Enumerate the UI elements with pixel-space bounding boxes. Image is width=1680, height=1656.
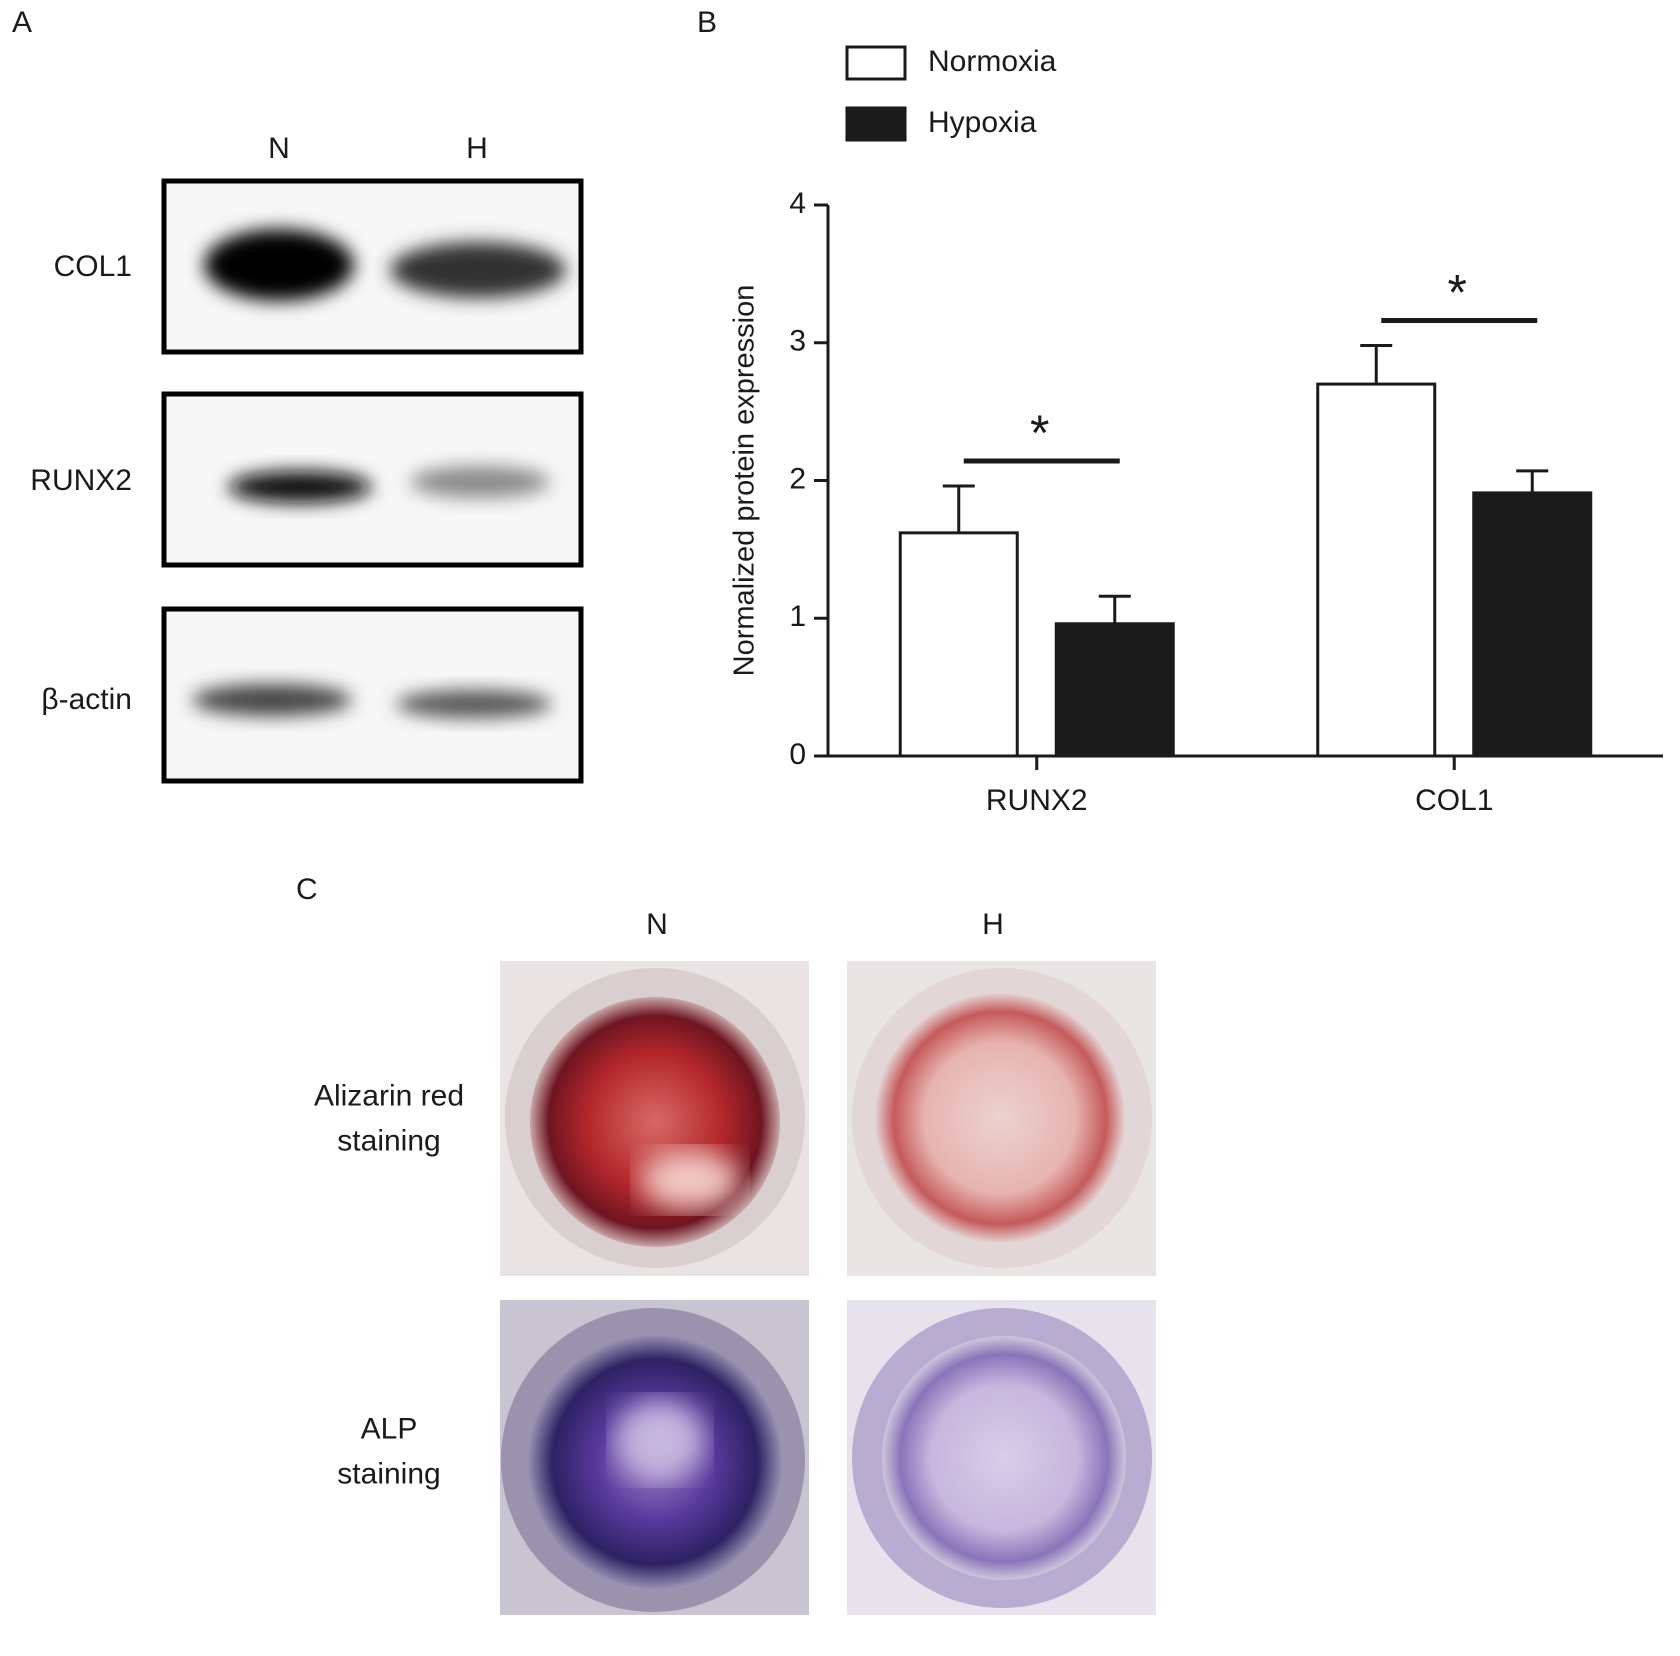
column-label: N [646, 908, 668, 941]
blot-band [192, 684, 352, 716]
stain-spot [640, 1150, 740, 1210]
x-tick-label: RUNX2 [986, 784, 1088, 817]
y-tick-label: 1 [789, 600, 806, 633]
significance-mark: * [1030, 405, 1049, 461]
western-blots [161, 178, 584, 784]
bar [898, 531, 1019, 758]
y-tick-label: 2 [789, 462, 806, 495]
column-label: H [982, 908, 1004, 941]
panel-label: C [296, 873, 318, 906]
lane-label: H [466, 132, 488, 165]
panel-label: A [12, 6, 32, 39]
legend-label: Normoxia [928, 45, 1057, 78]
well-stain [530, 997, 780, 1247]
well-stain [882, 1336, 1126, 1580]
y-axis-label: Normalized protein expression [729, 285, 761, 677]
row-label: staining [337, 1124, 440, 1157]
lane-label: N [268, 132, 290, 165]
well-stain [875, 993, 1125, 1243]
bar [1316, 382, 1437, 758]
staining-images [500, 961, 1156, 1615]
y-tick-label: 0 [789, 738, 806, 771]
x-tick-label: COL1 [1415, 784, 1493, 817]
panel-label: B [697, 6, 717, 39]
legend-swatch [845, 106, 907, 142]
legend-swatch [845, 45, 907, 81]
y-tick-label: 4 [789, 187, 806, 220]
blot-label: COL1 [54, 250, 132, 283]
blot-band [228, 471, 372, 503]
bar [1054, 622, 1175, 758]
legend-label: Hypoxia [928, 106, 1037, 139]
significance-mark: * [1448, 265, 1467, 321]
stain-spot [615, 1400, 705, 1480]
blot-band [390, 242, 566, 298]
blot-band [396, 690, 552, 718]
bar [1472, 491, 1593, 758]
blot-band [410, 466, 550, 498]
blot-band [204, 229, 354, 301]
row-label: staining [337, 1457, 440, 1490]
y-tick-label: 3 [789, 325, 806, 358]
row-label: ALP [361, 1412, 418, 1445]
blot-label: β-actin [41, 683, 132, 716]
row-label: Alizarin red [314, 1079, 464, 1112]
blot-label: RUNX2 [30, 464, 132, 497]
